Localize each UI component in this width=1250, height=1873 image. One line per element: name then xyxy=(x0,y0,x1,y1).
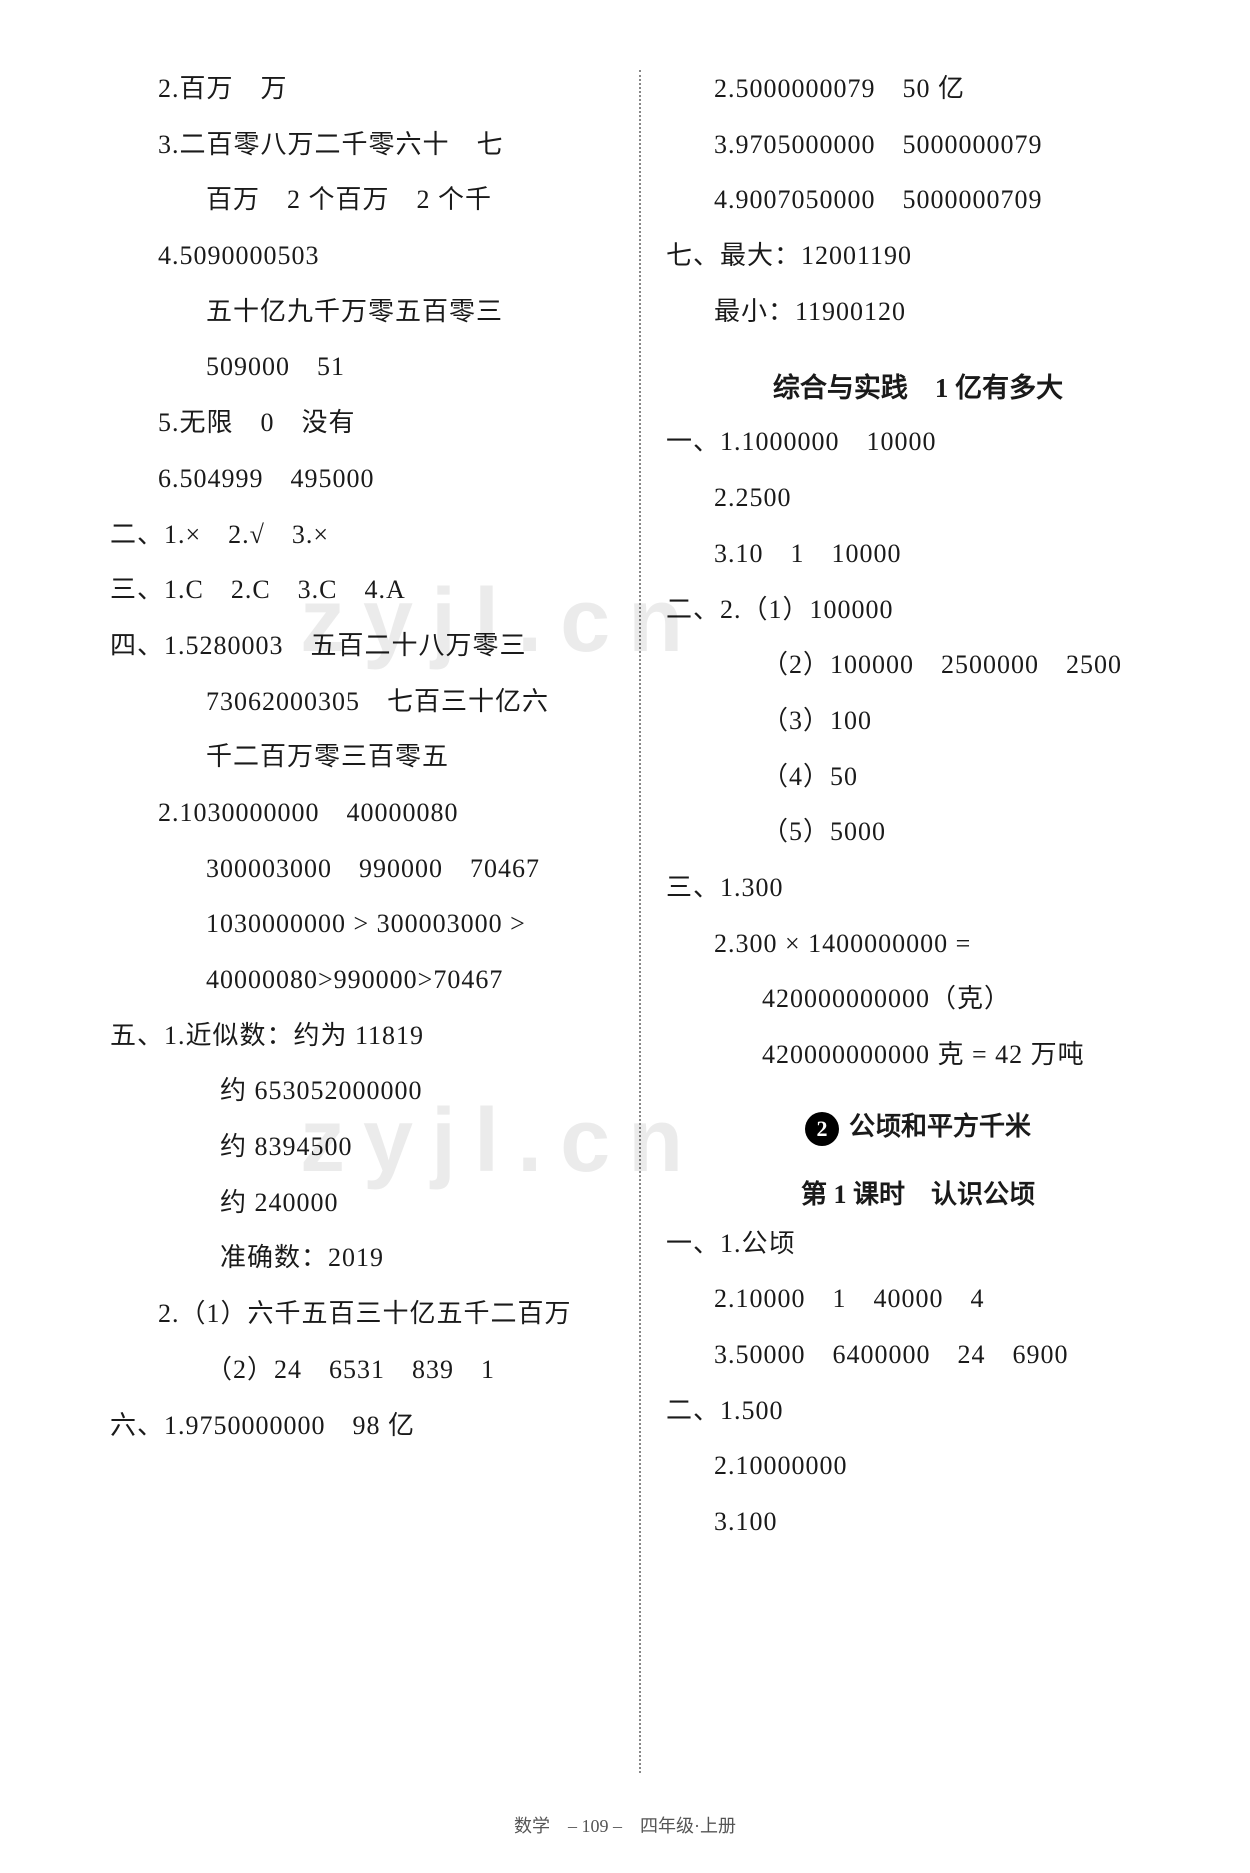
answer-line: 420000000000 克 = 42 万吨 xyxy=(666,1036,1170,1074)
answer-line: （3）100 xyxy=(666,702,1170,740)
chapter-number-badge: 2 xyxy=(805,1112,839,1146)
lesson-title: 第 1 课时 认识公顷 xyxy=(666,1174,1170,1211)
answer-line: 二、1.× 2.√ 3.× xyxy=(110,516,614,554)
answer-line: 2.1030000000 40000080 xyxy=(110,794,614,832)
answer-line: 4.5090000503 xyxy=(110,237,614,275)
answer-line: 300003000 990000 70467 xyxy=(110,850,614,888)
answer-line: 73062000305 七百三十亿六 xyxy=(110,683,614,721)
answer-line: （2）24 6531 839 1 xyxy=(110,1351,614,1389)
answer-line: 五、1.近似数：约为 11819 xyxy=(110,1017,614,1055)
chapter-heading: 2 公顷和平方千米 xyxy=(666,1106,1170,1146)
answer-line: 6.504999 495000 xyxy=(110,460,614,498)
answer-line: 2.5000000079 50 亿 xyxy=(666,70,1170,108)
answer-line: （4）50 xyxy=(666,758,1170,796)
answer-line: 三、1.C 2.C 3.C 4.A xyxy=(110,571,614,609)
answer-line: （2）100000 2500000 2500 xyxy=(666,646,1170,684)
answer-line: 2.2500 xyxy=(666,479,1170,517)
answer-line: 2.（1）六千五百三十亿五千二百万 xyxy=(110,1295,614,1333)
answer-line: 2.10000 1 40000 4 xyxy=(666,1280,1170,1318)
answer-line: 3.二百零八万二千零六十 七 xyxy=(110,126,614,164)
answer-line: 2.百万 万 xyxy=(110,70,614,108)
answer-line: 3.10 1 10000 xyxy=(666,535,1170,573)
answer-line: 四、1.5280003 五百二十八万零三 xyxy=(110,627,614,665)
answer-line: 5.无限 0 没有 xyxy=(110,404,614,442)
answer-line: 二、1.500 xyxy=(666,1392,1170,1430)
answer-line: 40000080>990000>70467 xyxy=(110,961,614,999)
answer-line: （5）5000 xyxy=(666,813,1170,851)
answer-line: 4.9007050000 5000000709 xyxy=(666,181,1170,219)
answer-line: 一、1.1000000 10000 xyxy=(666,423,1170,461)
answer-line: 一、1.公顷 xyxy=(666,1225,1170,1263)
page-footer: 数学 – 109 – 四年级·上册 xyxy=(0,1812,1250,1838)
answer-line: 七、最大：12001190 xyxy=(666,237,1170,275)
answer-line: 准确数：2019 xyxy=(110,1239,614,1277)
answer-line: 420000000000（克） xyxy=(666,980,1170,1018)
answer-line: 五十亿九千万零五百零三 xyxy=(110,293,614,331)
answer-line: 约 653052000000 xyxy=(110,1072,614,1110)
answer-line: 百万 2 个百万 2 个千 xyxy=(110,181,614,219)
answer-line: 最小：11900120 xyxy=(666,293,1170,331)
answer-line: 3.100 xyxy=(666,1503,1170,1541)
chapter-title: 公顷和平方千米 xyxy=(849,1112,1031,1141)
answer-line: 约 240000 xyxy=(110,1184,614,1222)
answer-line: 六、1.9750000000 98 亿 xyxy=(110,1407,614,1445)
right-column: 2.5000000079 50 亿 3.9705000000 500000007… xyxy=(641,70,1170,1773)
answer-line: 千二百万零三百零五 xyxy=(110,738,614,776)
answer-line: 2.300 × 1400000000 = xyxy=(666,925,1170,963)
answer-line: 3.9705000000 5000000079 xyxy=(666,126,1170,164)
answer-line: 约 8394500 xyxy=(110,1128,614,1166)
answer-line: 2.10000000 xyxy=(666,1447,1170,1485)
answer-line: 二、2.（1）100000 xyxy=(666,591,1170,629)
left-column: 2.百万 万 3.二百零八万二千零六十 七 百万 2 个百万 2 个千 4.50… xyxy=(110,70,639,1773)
section-title: 综合与实践 1 亿有多大 xyxy=(666,366,1170,405)
answer-line: 3.50000 6400000 24 6900 xyxy=(666,1336,1170,1374)
answer-line: 三、1.300 xyxy=(666,869,1170,907)
answer-line: 509000 51 xyxy=(110,348,614,386)
answer-line: 1030000000 > 300003000 > xyxy=(110,905,614,943)
